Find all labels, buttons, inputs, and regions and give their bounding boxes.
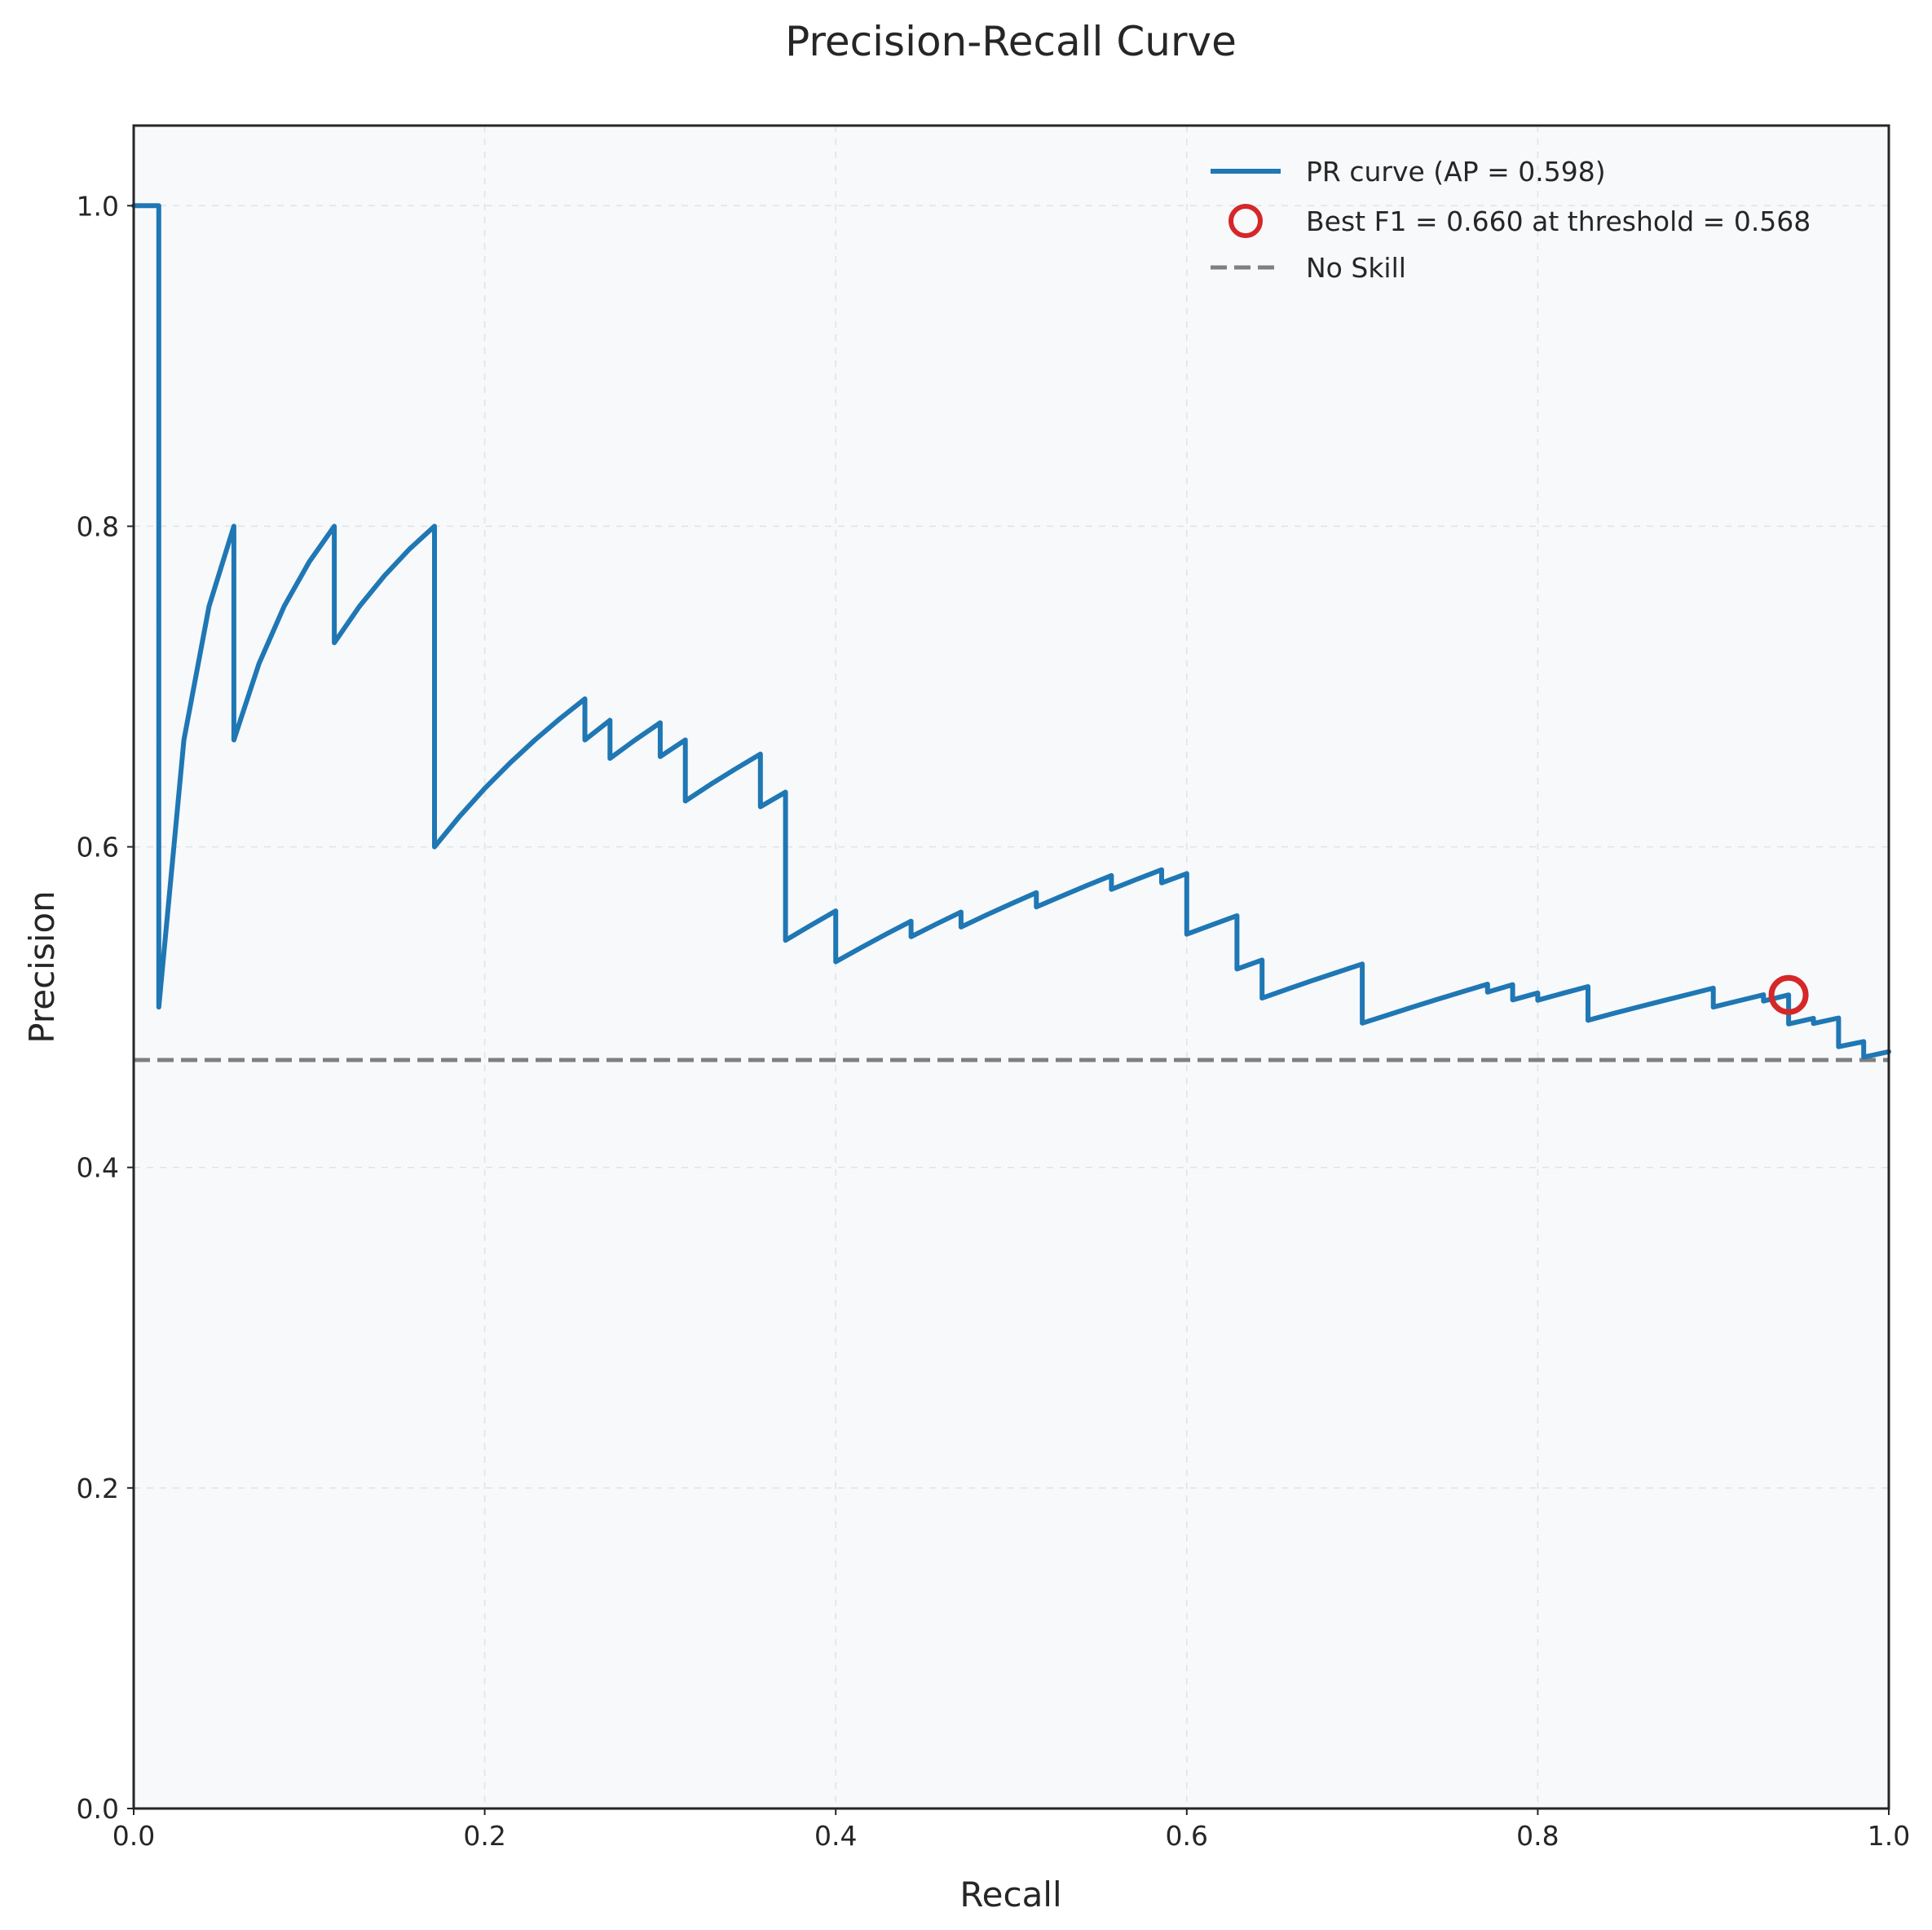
legend-label-no-skill: No Skill (1306, 252, 1406, 284)
legend: PR curve (AP = 0.598) Best F1 = 0.660 at… (1211, 156, 1811, 284)
x-tick-label: 0.8 (1516, 1820, 1559, 1852)
y-tick-label: 0.0 (77, 1793, 119, 1825)
series-layer (131, 203, 1891, 1062)
plot-area (134, 126, 1889, 1809)
chart-title: Precision-Recall Curve (785, 18, 1237, 65)
y-tick-label: 0.6 (77, 832, 119, 863)
y-tick-label: 0.2 (77, 1473, 119, 1504)
y-tick-label: 0.8 (77, 510, 119, 542)
pr-curve-line (131, 203, 1891, 1060)
x-tick-label: 0.2 (463, 1820, 505, 1852)
x-tick-label: 1.0 (1868, 1820, 1910, 1852)
y-tick-label: 1.0 (77, 190, 119, 222)
legend-label-pr-curve: PR curve (AP = 0.598) (1306, 156, 1606, 188)
x-axis-label: Recall (959, 1875, 1061, 1915)
plot-frame (132, 124, 1890, 1810)
x-tick-label: 0.4 (814, 1820, 857, 1852)
legend-label-best-f1: Best F1 = 0.660 at threshold = 0.568 (1306, 205, 1811, 237)
legend-swatch-best-f1 (1228, 204, 1263, 238)
best-f1-marker (1768, 974, 1809, 1015)
y-tick-label: 0.4 (77, 1152, 119, 1184)
x-tick-label: 0.0 (112, 1820, 155, 1852)
y-axis-label: Precision (22, 890, 62, 1043)
grid-lines (133, 126, 1890, 1809)
x-tick-label: 0.6 (1166, 1820, 1208, 1852)
axis-ticks: 0.0 0.2 0.4 0.6 0.8 1.0 0.0 0.2 0.4 0.6 0.8 1.0 (77, 190, 1911, 1852)
